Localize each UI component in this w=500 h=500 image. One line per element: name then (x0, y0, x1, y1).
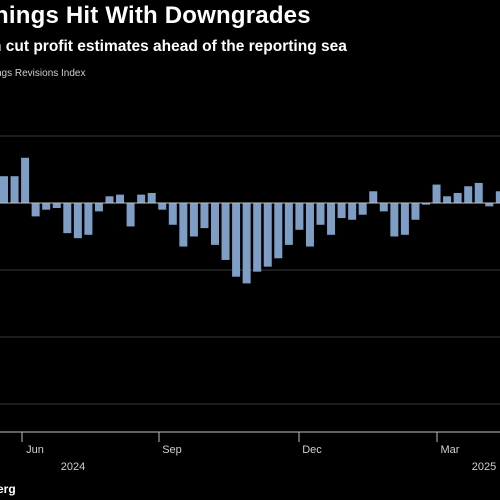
bar-18 (189, 203, 198, 237)
x-tick-label-3: Mar (441, 444, 460, 456)
x-year-label-0: 2024 (61, 461, 85, 473)
x-tick-label-2: Dec (302, 444, 322, 456)
bar-32 (337, 203, 346, 219)
bar-45 (474, 182, 483, 203)
bar-38 (400, 203, 409, 235)
bar-14 (147, 192, 156, 203)
bar-11 (116, 194, 125, 203)
bar-22 (232, 203, 241, 277)
bar-26 (274, 203, 283, 259)
x-tick-label-0: Jun (26, 444, 44, 456)
bar-35 (369, 191, 378, 203)
bar-1 (10, 176, 19, 203)
bar-10 (105, 196, 114, 203)
bar-28 (295, 203, 304, 230)
bar-20 (211, 203, 219, 245)
source-label: erg (0, 482, 16, 496)
bar-36 (379, 203, 388, 212)
chart-subtitle: n cut profit estimates ahead of the repo… (0, 38, 347, 55)
bar-6 (63, 203, 72, 234)
bar-44 (464, 186, 473, 203)
bar-30 (316, 203, 325, 225)
bar-47 (495, 191, 500, 203)
bar-29 (305, 203, 314, 247)
bar-37 (390, 203, 399, 237)
bar-21 (221, 203, 230, 260)
bar-19 (200, 203, 209, 229)
bar-41 (432, 184, 441, 203)
bar-2 (21, 157, 30, 203)
bar-23 (242, 203, 251, 284)
chart-title: nings Hit With Downgrades (0, 2, 311, 29)
bar-42 (443, 196, 452, 203)
bar-27 (284, 203, 293, 245)
bar-9 (94, 203, 103, 212)
bar-43 (453, 192, 462, 203)
bar-5 (52, 203, 61, 209)
bar-16 (168, 203, 177, 225)
bar-0 (0, 176, 8, 203)
bar-39 (411, 203, 420, 220)
bar-46 (485, 203, 494, 207)
bar-17 (179, 203, 188, 247)
bar-33 (348, 203, 357, 220)
bar-12 (126, 203, 135, 227)
bar-8 (84, 203, 93, 235)
series-label: ngs Revisions Index (0, 68, 86, 79)
bar-15 (158, 203, 167, 210)
bar-40 (422, 203, 430, 205)
bar-4 (42, 203, 51, 210)
x-tick-label-1: Sep (162, 444, 182, 456)
bar-34 (358, 203, 367, 215)
bar-13 (137, 194, 146, 203)
bar-25 (263, 203, 272, 267)
bar-31 (327, 203, 336, 235)
bar-7 (73, 203, 82, 239)
x-year-label-3: 2025 (472, 461, 496, 473)
bar-3 (31, 203, 40, 217)
bar-24 (253, 203, 262, 272)
